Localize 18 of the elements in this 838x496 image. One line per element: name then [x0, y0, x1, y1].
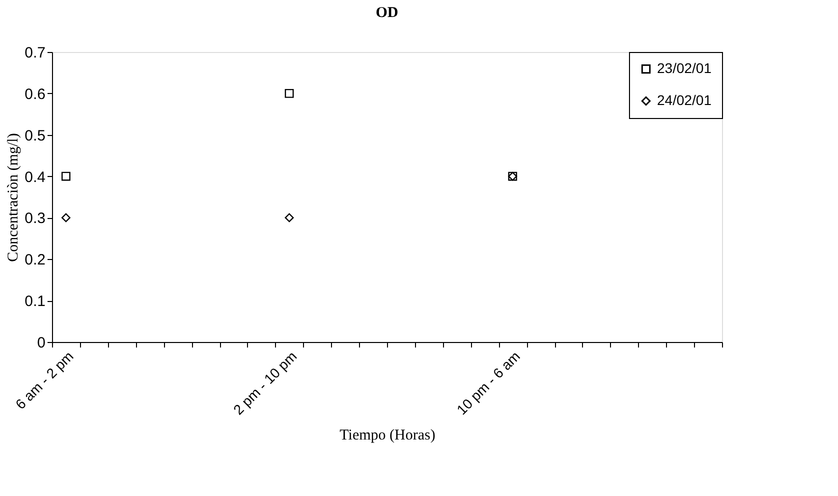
y-tick-label: 0.4 — [24, 168, 46, 186]
point — [284, 213, 294, 222]
y-tick-label: 0.5 — [24, 127, 46, 144]
y-tick-label: 0.6 — [24, 86, 46, 103]
y-tick-label: 0.7 — [24, 44, 46, 62]
point — [61, 213, 70, 222]
y-tick-label: 0.3 — [24, 210, 46, 228]
legend-label: 23/02/01 — [657, 60, 712, 76]
point — [61, 172, 70, 181]
chart-title: OD — [376, 5, 398, 21]
x-tick-label: 10 pm - 6 am — [453, 348, 524, 418]
y-axis-title: Concentraciòn (mg/l) — [6, 133, 22, 262]
legend-label: 24/02/01 — [657, 92, 712, 108]
x-tick-label: 2 pm - 10 pm — [230, 348, 300, 418]
y-tick-label: 0.2 — [24, 252, 46, 269]
x-axis-title: Tiempo (Horas) — [340, 428, 436, 444]
y-tick-label: 0.1 — [24, 293, 46, 310]
point — [284, 88, 294, 98]
